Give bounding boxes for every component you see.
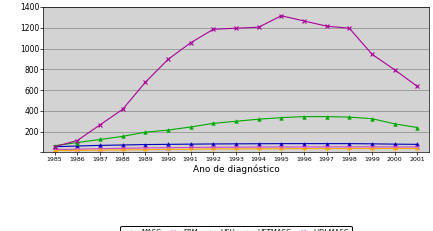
HETMASC xyxy=(415,147,420,150)
UDI MASC xyxy=(324,25,329,27)
FBM xyxy=(256,146,261,149)
HETMASC xyxy=(369,147,375,150)
UDI MASC xyxy=(211,28,216,31)
HSH xyxy=(392,122,397,125)
MASC xyxy=(97,144,103,147)
HETMASC xyxy=(75,149,80,152)
MASC xyxy=(392,143,397,146)
UDI MASC xyxy=(75,139,80,142)
UDI MASC xyxy=(392,68,397,71)
HETMASC xyxy=(143,148,148,151)
MASC xyxy=(301,142,307,145)
MASC xyxy=(75,145,80,147)
HSH xyxy=(52,144,57,147)
HSH xyxy=(301,115,307,118)
UDI MASC xyxy=(97,124,103,126)
HSH xyxy=(120,135,125,138)
HSH xyxy=(211,122,216,125)
FBM xyxy=(392,146,397,148)
FBM xyxy=(279,146,284,148)
FBM xyxy=(52,148,57,151)
UDI MASC xyxy=(188,41,193,44)
MASC xyxy=(324,142,329,145)
FBM xyxy=(369,146,375,148)
HSH xyxy=(369,117,375,120)
Line: MASC: MASC xyxy=(53,142,419,149)
HETMASC xyxy=(165,148,171,151)
UDI MASC xyxy=(165,58,171,61)
Line: FBM: FBM xyxy=(52,145,420,152)
FBM xyxy=(211,146,216,149)
HSH xyxy=(97,138,103,141)
Line: HSH: HSH xyxy=(53,115,419,147)
UDI MASC xyxy=(415,85,420,88)
HSH xyxy=(256,118,261,121)
HETMASC xyxy=(347,147,352,150)
HSH xyxy=(75,141,80,144)
MASC xyxy=(347,142,352,145)
HETMASC xyxy=(52,149,57,152)
UDI MASC xyxy=(233,27,239,30)
HSH xyxy=(415,126,420,129)
HSH xyxy=(347,116,352,119)
MASC xyxy=(415,143,420,146)
MASC xyxy=(188,143,193,146)
FBM xyxy=(165,146,171,149)
FBM xyxy=(75,148,80,151)
MASC xyxy=(52,145,57,148)
FBM xyxy=(233,146,239,149)
MASC xyxy=(233,143,239,145)
HETMASC xyxy=(279,147,284,150)
MASC xyxy=(165,143,171,146)
HETMASC xyxy=(256,147,261,150)
UDI MASC xyxy=(369,53,375,56)
UDI MASC xyxy=(301,20,307,22)
HSH xyxy=(324,115,329,118)
X-axis label: Ano de diagnóstico: Ano de diagnóstico xyxy=(193,164,279,174)
MASC xyxy=(279,142,284,145)
HETMASC xyxy=(301,147,307,150)
UDI MASC xyxy=(143,81,148,84)
HETMASC xyxy=(324,147,329,150)
FBM xyxy=(143,146,148,149)
HSH xyxy=(143,131,148,134)
MASC xyxy=(211,143,216,145)
Legend: MASC, FBM, HSH, HETMASC, UDI MASC: MASC, FBM, HSH, HETMASC, UDI MASC xyxy=(120,226,352,231)
HETMASC xyxy=(233,148,239,150)
FBM xyxy=(301,146,307,148)
MASC xyxy=(120,144,125,146)
FBM xyxy=(120,147,125,150)
UDI MASC xyxy=(52,145,57,148)
HSH xyxy=(279,116,284,119)
MASC xyxy=(256,142,261,145)
FBM xyxy=(415,146,420,148)
HETMASC xyxy=(120,149,125,151)
MASC xyxy=(143,143,148,146)
HETMASC xyxy=(392,147,397,150)
HETMASC xyxy=(188,148,193,151)
UDI MASC xyxy=(120,108,125,111)
HSH xyxy=(165,129,171,131)
UDI MASC xyxy=(347,27,352,30)
FBM xyxy=(347,146,352,148)
Line: UDI MASC: UDI MASC xyxy=(52,14,420,149)
HETMASC xyxy=(97,149,103,152)
HETMASC xyxy=(211,148,216,150)
Line: HETMASC: HETMASC xyxy=(52,146,420,153)
UDI MASC xyxy=(279,14,284,17)
HSH xyxy=(233,120,239,123)
UDI MASC xyxy=(256,26,261,29)
FBM xyxy=(97,147,103,150)
FBM xyxy=(324,146,329,148)
HSH xyxy=(188,126,193,128)
MASC xyxy=(369,143,375,145)
FBM xyxy=(188,146,193,149)
